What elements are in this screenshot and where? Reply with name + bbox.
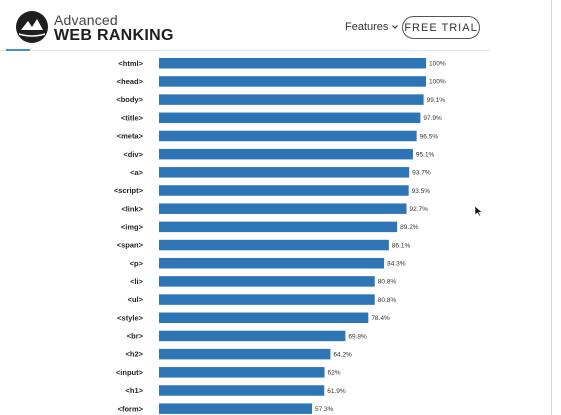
bar [159, 76, 426, 87]
category-label: <style> [117, 313, 143, 322]
mouse-cursor-icon [474, 205, 483, 217]
bar [159, 312, 369, 324]
category-label: <head> [117, 77, 144, 86]
category-label: <h1> [125, 386, 143, 395]
category-label: <form> [118, 404, 144, 413]
category-label: <div> [123, 150, 143, 159]
category-label: <li> [130, 277, 144, 286]
free-trial-button[interactable]: FREE TRIAL [402, 16, 480, 39]
value-label: 93.7% [412, 170, 431, 177]
category-label: <html> [118, 59, 143, 68]
bar [159, 130, 417, 142]
logo-text-advanced: Advanced [54, 12, 118, 28]
value-label: 97.9% [423, 115, 442, 122]
bar [159, 403, 312, 414]
value-label: 89.2% [400, 224, 419, 231]
bar [159, 257, 385, 269]
site-header: Advanced WEB RANKING Features FREE TRIAL [0, 0, 561, 52]
bar [159, 367, 325, 378]
value-label: 62% [328, 370, 341, 377]
bar [159, 221, 398, 233]
bar [159, 276, 375, 287]
header-accent-underline [6, 49, 30, 51]
category-label: <ul> [128, 295, 144, 304]
header-divider [0, 50, 490, 51]
category-label: <p> [130, 259, 144, 268]
category-label: <title> [121, 113, 144, 122]
page-edge-divider [551, 0, 552, 415]
logo-icon[interactable] [15, 10, 49, 44]
category-label: <body> [116, 95, 143, 104]
value-label: 57.3% [315, 406, 334, 413]
value-label: 80.8% [378, 297, 397, 304]
value-label: 64.2% [333, 351, 352, 358]
value-label: 84.3% [387, 261, 406, 268]
category-label: <script> [114, 186, 144, 195]
bar [159, 58, 426, 69]
value-label: 96.5% [420, 133, 439, 140]
value-label: 61.9% [327, 388, 346, 395]
value-label: 93.5% [412, 188, 431, 195]
value-label: 80.8% [378, 279, 397, 286]
logo-text-web-ranking: WEB RANKING [54, 27, 174, 44]
bar [159, 185, 409, 196]
category-label: <h2> [125, 350, 143, 359]
nav-features-label: Features [345, 21, 389, 33]
bar [159, 348, 331, 360]
bar [159, 94, 424, 105]
bar [159, 167, 410, 178]
bar [159, 203, 407, 214]
category-label: <link> [121, 204, 143, 213]
bar [159, 239, 389, 251]
category-label: <br> [127, 332, 144, 341]
value-label: 95.1% [416, 151, 435, 158]
bar [159, 112, 421, 124]
category-label: <img> [121, 222, 144, 231]
value-label: 99.1% [427, 97, 446, 104]
nav-features-menu[interactable]: Features [345, 21, 399, 33]
value-label: 69.8% [348, 333, 367, 340]
category-label: <input> [116, 368, 144, 377]
category-label: <a> [130, 168, 144, 177]
bar [159, 385, 325, 396]
bar [159, 294, 375, 305]
value-label: 100% [429, 61, 446, 68]
bar [159, 148, 413, 160]
value-label: 86.1% [392, 242, 411, 249]
value-label: 78.4% [371, 315, 390, 322]
category-label: <span> [117, 241, 144, 250]
chevron-down-icon [392, 25, 399, 29]
bar [159, 330, 346, 342]
value-label: 100% [429, 79, 446, 86]
category-label: <meta> [117, 132, 144, 141]
value-label: 92.7% [410, 206, 429, 213]
free-trial-label: FREE TRIAL [404, 21, 478, 34]
